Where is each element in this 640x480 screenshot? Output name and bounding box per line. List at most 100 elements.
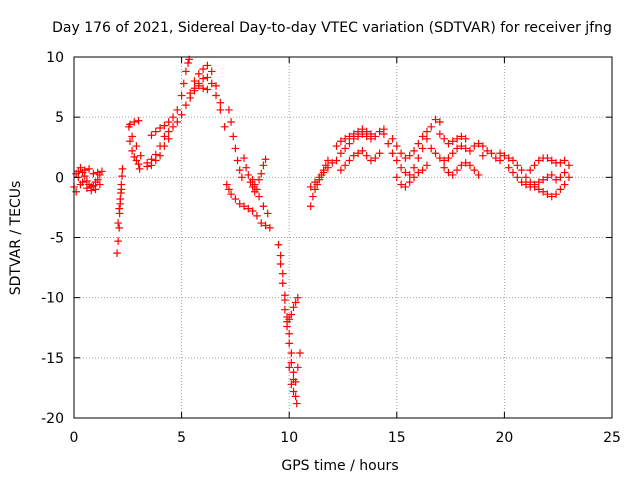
data-point: [93, 175, 102, 184]
data-point: [134, 116, 143, 125]
data-point: [128, 147, 136, 155]
data-point: [291, 298, 300, 307]
data-point: [184, 59, 192, 67]
data-point: [552, 190, 560, 198]
data-point: [235, 200, 244, 208]
data-point: [212, 91, 220, 100]
data-point: [431, 149, 440, 158]
data-point: [354, 127, 362, 136]
data-point: [83, 184, 91, 192]
data-point: [405, 171, 414, 179]
data-point: [164, 127, 173, 136]
data-point: [444, 154, 453, 162]
data-point: [240, 154, 248, 162]
data-point: [235, 166, 244, 174]
x-axis-label: GPS time / hours: [281, 458, 398, 474]
data-point: [289, 387, 298, 396]
data-point: [457, 161, 466, 170]
data-point: [261, 221, 270, 230]
data-point: [543, 154, 552, 162]
data-point: [474, 139, 483, 148]
data-point: [177, 91, 186, 100]
data-point: [195, 82, 203, 90]
data-point: [203, 73, 212, 82]
data-point: [199, 65, 207, 73]
y-tick-label: 10: [46, 50, 64, 66]
data-point: [259, 202, 268, 211]
data-point: [543, 190, 552, 198]
data-point: [560, 156, 569, 165]
data-point: [89, 169, 98, 178]
y-tick-label: -10: [41, 291, 64, 307]
data-point: [309, 192, 317, 201]
data-point: [287, 310, 296, 319]
data-point: [281, 305, 289, 314]
data-point: [401, 168, 410, 177]
data-point: [253, 185, 261, 194]
data-point: [311, 185, 319, 194]
data-point: [244, 171, 253, 179]
data-point: [156, 151, 164, 160]
data-point: [76, 163, 85, 172]
data-point: [274, 240, 283, 249]
data-point: [276, 251, 285, 260]
data-point: [128, 132, 136, 141]
data-point: [535, 185, 543, 194]
data-point: [371, 154, 380, 162]
data-point: [552, 175, 560, 184]
data-point: [337, 149, 345, 158]
data-point: [80, 166, 89, 174]
data-point: [354, 149, 362, 158]
data-point: [225, 185, 233, 194]
data-point: [397, 180, 405, 189]
data-point: [227, 190, 235, 198]
data-point: [203, 61, 212, 70]
data-point: [147, 161, 156, 170]
data-point: [332, 156, 341, 165]
data-point: [244, 204, 253, 213]
data-point: [115, 204, 123, 213]
data-point: [504, 163, 513, 172]
data-point: [216, 106, 225, 114]
data-point: [448, 171, 457, 179]
data-point: [461, 135, 470, 143]
x-tick-label: 15: [388, 430, 406, 446]
data-point: [113, 249, 121, 257]
data-point: [556, 159, 565, 167]
data-point: [87, 186, 96, 195]
data-point: [96, 180, 104, 189]
data-point: [134, 160, 143, 168]
data-point: [345, 156, 354, 165]
data-point: [160, 121, 169, 130]
data-point: [397, 149, 405, 158]
data-point: [118, 172, 126, 180]
data-point: [311, 178, 319, 186]
data-point: [179, 79, 188, 88]
data-point: [547, 192, 556, 201]
data-point: [423, 135, 431, 143]
data-point: [457, 132, 466, 141]
data-point: [371, 132, 380, 141]
data-point: [132, 142, 141, 150]
data-point: [345, 132, 354, 141]
data-point: [393, 156, 401, 165]
data-point: [233, 156, 242, 165]
data-point: [283, 322, 291, 331]
data-point: [526, 183, 535, 191]
data-point: [173, 118, 182, 126]
data-point: [199, 74, 207, 83]
data-point: [509, 156, 517, 165]
data-point: [248, 207, 257, 215]
data-point: [349, 151, 358, 160]
data-point: [126, 137, 134, 146]
data-point: [257, 219, 266, 227]
data-point: [294, 293, 302, 302]
data-point: [448, 137, 457, 146]
data-point: [186, 89, 195, 97]
data-point: [315, 173, 324, 182]
data-point: [248, 175, 257, 184]
data-point: [253, 212, 261, 220]
data-point: [517, 178, 526, 186]
data-point: [91, 185, 100, 194]
